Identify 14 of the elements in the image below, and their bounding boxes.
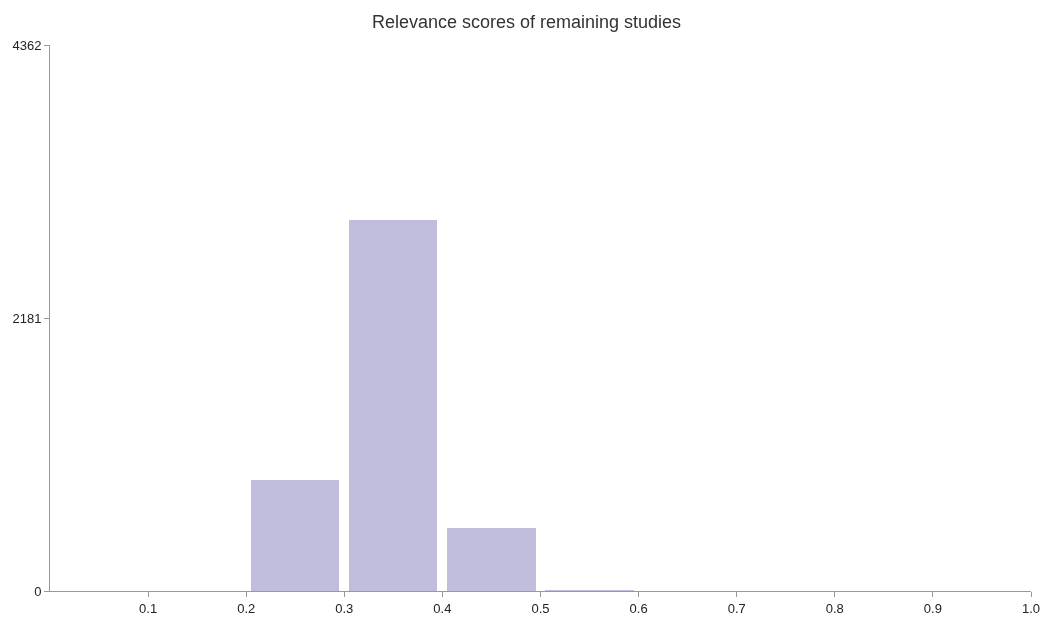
x-tick-label: 0.1 — [139, 600, 158, 616]
x-tick-label: 0.6 — [629, 600, 648, 616]
x-tick-label: 0.8 — [825, 600, 844, 616]
x-tick-label: 0.5 — [531, 600, 550, 616]
y-tick-label: 2181 — [12, 310, 42, 326]
x-tick-label: 0.3 — [335, 600, 354, 616]
x-tick-label: 0.2 — [237, 600, 256, 616]
x-tick-label: 0.9 — [923, 600, 942, 616]
x-tick-label: 0.4 — [433, 600, 452, 616]
x-tick-label: 0.7 — [727, 600, 746, 616]
y-tick-label: 4362 — [12, 37, 42, 53]
y-tick-label: 0 — [34, 583, 42, 599]
x-tick-label: 1.0 — [1021, 600, 1041, 616]
chart-title: Relevance scores of remaining studies — [371, 12, 682, 33]
